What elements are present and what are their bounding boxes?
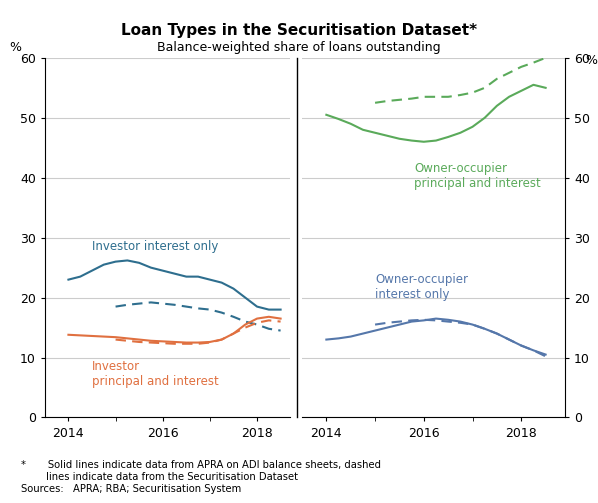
Text: Investor interest only: Investor interest only — [92, 239, 218, 253]
Y-axis label: %: % — [585, 54, 597, 67]
Text: Loan Types in the Securitisation Dataset*: Loan Types in the Securitisation Dataset… — [121, 23, 477, 38]
Text: Balance-weighted share of loans outstanding: Balance-weighted share of loans outstand… — [157, 41, 441, 54]
Text: Investor
principal and interest: Investor principal and interest — [92, 360, 219, 387]
Text: Owner-occupier
principal and interest: Owner-occupier principal and interest — [414, 162, 541, 190]
Text: Sources:   APRA; RBA; Securitisation System: Sources: APRA; RBA; Securitisation Syste… — [21, 484, 241, 494]
Y-axis label: %: % — [10, 41, 22, 54]
Text: Owner-occupier
interest only: Owner-occupier interest only — [375, 273, 468, 301]
Text: *       Solid lines indicate data from APRA on ADI balance sheets, dashed
      : * Solid lines indicate data from APRA on… — [21, 460, 381, 482]
